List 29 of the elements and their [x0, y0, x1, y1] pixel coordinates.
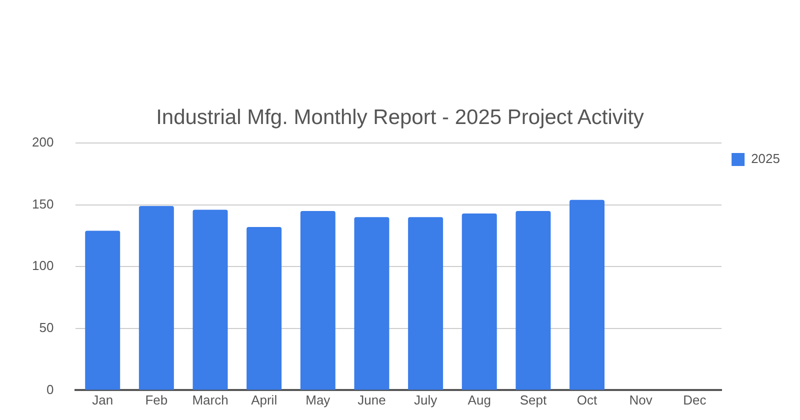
x-tick-label: April [251, 392, 278, 408]
bar [408, 217, 444, 390]
x-tick-label: May [306, 392, 331, 408]
bar [516, 210, 551, 390]
x-tick-label: Sept [520, 392, 547, 408]
bar [192, 210, 228, 390]
bar [300, 210, 336, 390]
bar [85, 230, 120, 390]
x-tick-label: July [414, 392, 438, 408]
x-tick-label: Jan [92, 392, 114, 408]
bar [246, 227, 282, 390]
x-tick-label: Feb [145, 392, 168, 408]
x-tick-label: Aug [468, 392, 491, 408]
legend-label: 2025 [751, 151, 780, 166]
x-tick-label: Dec [683, 392, 707, 408]
bar [462, 213, 497, 390]
bar [570, 200, 605, 390]
x-tick-label: Nov [629, 392, 653, 408]
y-tick-label: 50 [39, 320, 54, 335]
chart-title: Industrial Mfg. Monthly Report - 2025 Project Activity [155, 106, 645, 130]
x-tick-label: March [192, 392, 228, 408]
y-tick-label: 100 [32, 258, 54, 274]
y-tick-label: 150 [32, 196, 54, 212]
y-tick-label: 200 [32, 134, 54, 150]
y-tick-label: 0 [46, 382, 54, 397]
bar [354, 217, 390, 390]
x-tick-label: June [358, 392, 386, 408]
bar [138, 206, 174, 390]
x-tick-label: Oct [576, 392, 598, 408]
